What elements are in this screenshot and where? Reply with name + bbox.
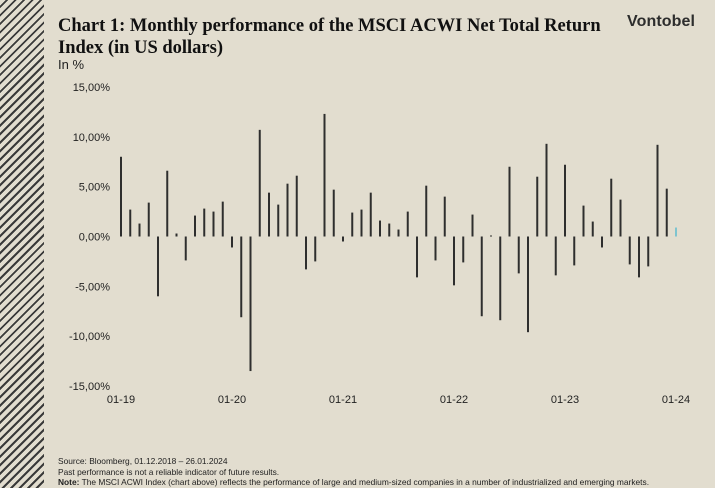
bar-2021-05: [379, 220, 381, 237]
bar-2023-09: [638, 236, 640, 278]
footer-source: Source: Bloomberg, 01.12.2018 – 26.01.20…: [58, 456, 228, 466]
y-axis-unit-label: In %: [58, 57, 85, 72]
bar-2023-02: [573, 236, 576, 266]
bar-2021-02: [351, 212, 354, 237]
bar-2022-05: [490, 235, 492, 237]
bar-2020-09: [305, 236, 307, 270]
bar-2022-07: [508, 166, 511, 237]
bar-2023-08: [628, 236, 631, 265]
x-tick-label: 01-19: [107, 394, 135, 406]
y-tick-label: -5,00%: [75, 281, 110, 293]
bar-2023-06: [610, 178, 613, 237]
bar-2019-12: [221, 201, 224, 237]
y-tick-label: 10,00%: [73, 132, 111, 144]
bar-2019-04: [147, 202, 150, 237]
bar-2020-07: [286, 183, 289, 237]
decorative-stripes: [0, 0, 44, 488]
bar-2020-08: [295, 175, 298, 237]
y-tick-label: 5,00%: [79, 182, 110, 194]
bar-2019-03: [138, 223, 141, 237]
bar-2023-03: [582, 205, 585, 237]
bar-2019-08: [184, 236, 187, 261]
bar-2019-09: [194, 215, 196, 237]
x-tick-label: 01-21: [329, 394, 357, 406]
bar-2022-10: [536, 176, 539, 237]
x-tick-label: 01-22: [440, 394, 468, 406]
bar-2020-11: [323, 113, 326, 237]
footer-note: Note: The MSCI ACWI Index (chart above) …: [58, 477, 649, 488]
bar-2021-08: [406, 211, 409, 237]
bar-2021-12: [443, 196, 446, 237]
bar-2020-06: [277, 204, 280, 237]
x-tick-label: 01-23: [551, 394, 579, 406]
bar-2023-05: [601, 236, 603, 248]
x-tick-label: 01-20: [218, 394, 246, 406]
bar-2019-01: [120, 156, 122, 237]
bar-2022-02: [462, 236, 465, 263]
bar-2022-12: [554, 236, 557, 276]
bar-2022-01: [453, 236, 455, 286]
bar-2019-11: [212, 211, 215, 237]
bar-2021-11: [434, 236, 437, 261]
bar-2021-03: [360, 209, 363, 237]
bar-2021-09: [416, 236, 418, 278]
bar-2019-07: [175, 233, 178, 237]
y-tick-label: -15,00%: [69, 381, 110, 393]
bar-2023-10: [647, 236, 650, 267]
bar-2021-10: [425, 185, 428, 237]
footer-disclaimer: Past performance is not a reliable indic…: [58, 466, 280, 477]
vontobel-logo: Vontobel: [627, 13, 696, 30]
bar-2019-06: [166, 170, 169, 237]
bar-2021-07: [397, 229, 400, 237]
bar-2020-03: [249, 236, 252, 372]
bar-2020-01: [231, 236, 233, 248]
bar-2022-04: [480, 236, 483, 317]
bar-2020-05: [268, 192, 270, 237]
bar-2022-03: [471, 214, 474, 237]
bar-2022-09: [527, 236, 529, 333]
footer-note-text: The MSCI ACWI Index (chart above) reflec…: [79, 477, 650, 487]
bar-2022-06: [499, 236, 502, 321]
bar-2020-12: [332, 189, 335, 237]
bar-2023-11: [656, 144, 659, 237]
y-tick-label: 15,00%: [73, 82, 111, 94]
chart-title: Chart 1: Monthly performance of the MSCI…: [58, 16, 601, 58]
footer-note-label: Note:: [58, 477, 80, 487]
x-tick-label: 01-24: [662, 394, 690, 406]
bar-2022-08: [517, 236, 520, 274]
bar-2024-01: [675, 227, 677, 237]
bar-2020-10: [314, 236, 317, 262]
bar-2019-05: [157, 236, 159, 297]
bar-2020-04: [258, 129, 261, 237]
bar-2021-04: [369, 192, 372, 237]
bar-2023-12: [665, 188, 668, 237]
y-tick-label: 0,00%: [79, 232, 110, 244]
bar-2023-01: [564, 164, 566, 237]
bar-2020-02: [240, 236, 243, 318]
bar-2021-01: [342, 236, 344, 242]
y-tick-label: -10,00%: [69, 331, 110, 343]
bar-2019-10: [203, 208, 206, 237]
bar-2021-06: [388, 223, 391, 237]
bar-2019-02: [129, 209, 132, 237]
bar-2023-04: [591, 221, 594, 237]
footer: Source: Bloomberg, 01.12.2018 – 26.01.20…: [58, 456, 649, 488]
bar-2022-11: [545, 143, 548, 237]
bar-2023-07: [619, 199, 622, 237]
